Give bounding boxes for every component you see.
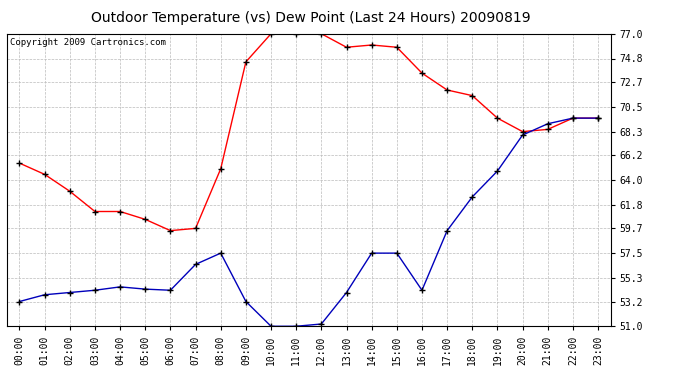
Text: Outdoor Temperature (vs) Dew Point (Last 24 Hours) 20090819: Outdoor Temperature (vs) Dew Point (Last… (90, 11, 531, 25)
Text: Copyright 2009 Cartronics.com: Copyright 2009 Cartronics.com (10, 38, 166, 47)
